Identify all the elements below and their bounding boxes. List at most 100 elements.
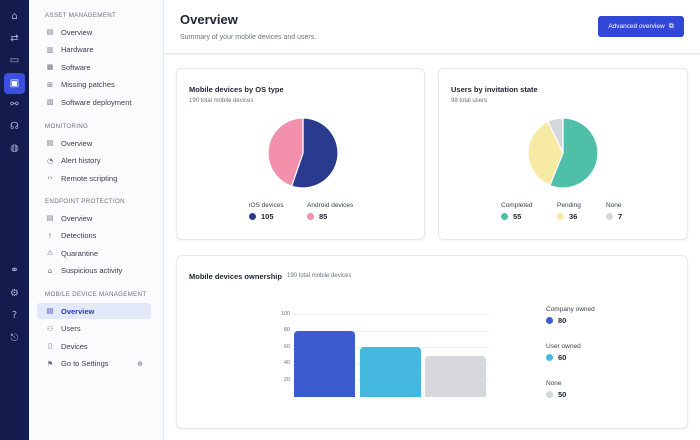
legend-value-row: 85: [307, 212, 353, 221]
legend-item: User owned 60: [546, 343, 581, 362]
legend-item: Company owned 80: [546, 306, 595, 325]
sidebar-item-missing-patches[interactable]: ⊞ Missing patches: [37, 77, 151, 93]
pie-slice-completed: [549, 117, 599, 189]
sidebar-item-label: Overview: [61, 306, 95, 316]
legend-label: None: [606, 202, 622, 209]
hardware-icon: ▥: [46, 45, 54, 54]
settings-link-icon: ⚑: [46, 359, 54, 368]
legend-value-row: 60: [546, 353, 581, 362]
sidebar-item-label: Detections: [61, 231, 97, 240]
security-icon[interactable]: ☊: [10, 121, 19, 132]
ownership-card-subtitle: 190 total mobile devices: [287, 273, 352, 279]
activity-icon: ⌂: [47, 266, 53, 275]
sidebar-item-label: Suspicious activity: [61, 266, 123, 275]
bar-company-owned: [294, 330, 355, 397]
legend-swatch: [307, 213, 314, 220]
sidebar-item-label: Missing patches: [61, 80, 115, 89]
legend-value: 85: [319, 212, 328, 221]
sidebar-item-suspicious-activity[interactable]: ⌂ Suspicious activity: [37, 263, 151, 279]
legend-label: User owned: [546, 343, 581, 350]
legend-swatch: [546, 354, 553, 361]
sidebar-section-title: MOBILE DEVICE MANAGEMENT: [45, 291, 147, 298]
invite-card-title: Users by invitation state: [451, 85, 538, 94]
legend-swatch: [546, 317, 553, 324]
sidebar-item-detections[interactable]: ! Detections: [37, 228, 151, 244]
y-tick-label: 40: [283, 360, 290, 367]
legend-item: None 7: [606, 202, 622, 221]
y-tick-label: 100: [280, 310, 290, 317]
link-icon[interactable]: ⚭: [10, 265, 19, 276]
sidebar-item-alert-history[interactable]: ◔ Alert history: [37, 153, 151, 169]
page-subtitle: Summary of your mobile devices and users…: [180, 34, 317, 41]
list-icon: ▤: [46, 214, 54, 222]
grid-line: [294, 330, 489, 332]
sidebar-item-overview[interactable]: ▤ Overview: [37, 24, 151, 40]
main-content: Mobile devices by OS type 190 total mobi…: [164, 55, 700, 440]
devices-icon[interactable]: ▣: [4, 73, 25, 94]
pie-slice-pending: [527, 120, 564, 187]
external-link-icon: ⧉: [668, 22, 674, 30]
list-icon: ▤: [46, 28, 54, 36]
chat-icon[interactable]: ▭: [9, 55, 20, 66]
swap-icon[interactable]: ⇄: [10, 33, 19, 44]
sidebar-item-remote-scripting[interactable]: ‹› Remote scripting: [37, 170, 151, 186]
y-tick-label: 80: [283, 327, 290, 334]
detection-icon: !: [48, 231, 52, 240]
legend-value-row: 7: [606, 212, 622, 221]
advanced-overview-button[interactable]: Advanced overview ⧉: [598, 16, 684, 37]
sidebar-item-label: Overview: [61, 27, 93, 37]
legend-label: Completed: [501, 202, 533, 209]
sidebar-item-quarantine[interactable]: ⚠ Quarantine: [37, 245, 151, 261]
sidebar-item-overview[interactable]: ▤ Overview: [37, 303, 151, 319]
sidebar-item-label: Quarantine: [61, 248, 99, 258]
home-icon[interactable]: ⌂: [11, 11, 18, 22]
sidebar-item-label: Go to Settings: [61, 359, 109, 368]
sidebar-item-hardware[interactable]: ▥ Hardware: [37, 42, 151, 58]
os-type-card: Mobile devices by OS type 190 total mobi…: [176, 68, 425, 240]
patch-icon: ⊞: [47, 80, 53, 89]
sidebar-item-software-deployment[interactable]: ▧ Software deployment: [37, 94, 151, 110]
sidebar-item-software[interactable]: ▦ Software: [37, 59, 151, 75]
sidebar-item-overview[interactable]: ▤ Overview: [37, 135, 151, 151]
legend-value: 60: [558, 353, 567, 362]
sidebar-item-devices[interactable]: ▯ Devices: [37, 338, 151, 354]
legend-value: 105: [261, 212, 274, 221]
legend-value-row: 105: [249, 212, 284, 221]
y-tick-label: 20: [283, 376, 290, 383]
exit-icon[interactable]: ⎋: [10, 333, 19, 344]
legend-value-row: 50: [546, 390, 566, 399]
legend-value-row: 55: [501, 212, 532, 221]
legend-swatch: [557, 213, 564, 220]
add-icon[interactable]: ⊕: [137, 359, 143, 368]
sidebar: ASSET MANAGEMENT ▤ Overview ▥ Hardware ▦ Softw…: [29, 0, 164, 440]
legend-label: Company owned: [546, 306, 595, 313]
sidebar-item-users[interactable]: ⚇ Users: [37, 321, 151, 337]
sidebar-item-label: Remote scripting: [61, 173, 118, 183]
bar-user-owned: [359, 347, 421, 397]
legend-value: 55: [513, 212, 522, 221]
legend-label: None: [546, 380, 562, 387]
advanced-overview-label: Advanced overview: [608, 23, 665, 30]
legend-item: Android devices 85: [307, 202, 353, 221]
list-icon: ▤: [46, 307, 54, 315]
shield-icon[interactable]: ◍: [10, 143, 19, 154]
network-icon[interactable]: ⚯: [10, 99, 19, 110]
help-icon[interactable]: ?: [11, 310, 18, 321]
invite-pie-chart: [527, 117, 599, 189]
sidebar-item-overview[interactable]: ▤ Overview: [37, 210, 151, 226]
os-card-title: Mobile devices by OS type: [189, 85, 284, 94]
icon-rail: ⌂ ⇄ ▭ ▣ ⚯ ☊ ◍ ⚭ ⚙? ⎋: [0, 0, 29, 440]
sidebar-item-label: Overview: [61, 138, 93, 148]
legend-label: Android devices: [307, 202, 354, 209]
legend-item: Completed 55: [501, 202, 532, 221]
bar-none: [425, 355, 486, 397]
sidebar-item-label: Overview: [61, 213, 93, 223]
sidebar-section-title: ASSET MANAGEMENT: [45, 12, 117, 19]
software-icon: ▦: [46, 63, 54, 71]
sidebar-item-go-to-settings[interactable]: ⚑ Go to Settings ⊕: [37, 356, 151, 372]
sidebar-item-label: Hardware: [61, 45, 94, 54]
legend-value: 7: [618, 212, 623, 221]
settings-icon[interactable]: ⚙: [10, 288, 19, 299]
legend-value-row: 80: [546, 316, 595, 325]
users-icon: ⚇: [46, 324, 54, 333]
